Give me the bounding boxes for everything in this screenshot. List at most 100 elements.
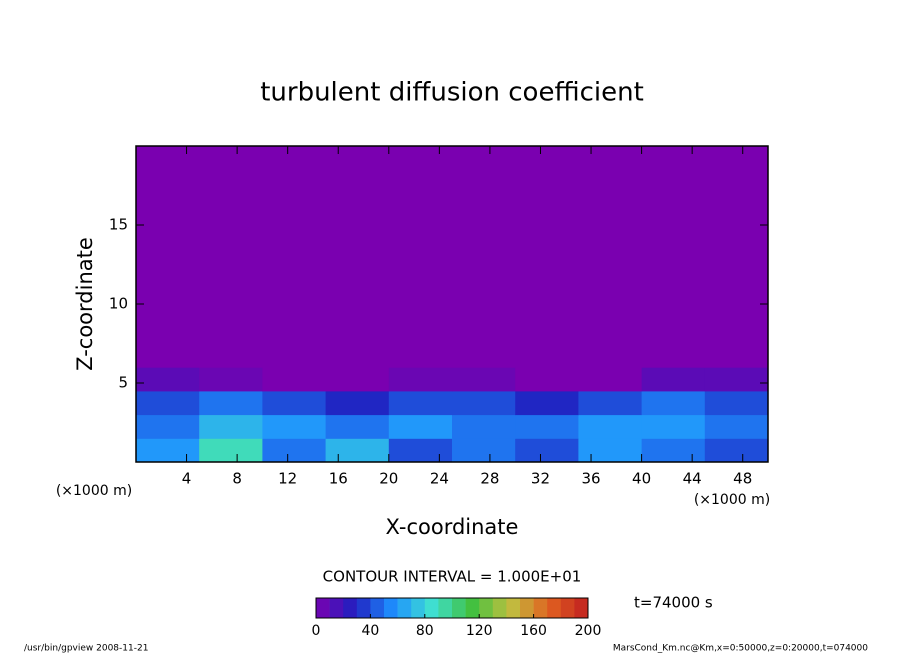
colorbar-segment [356,598,371,618]
colorbar-segment [574,598,589,618]
field-cell [388,367,453,392]
x-tick-label: 48 [733,470,752,488]
x-tick-label: 12 [278,470,297,488]
x-unit: (×1000 m) [56,483,132,499]
field-cell [136,146,200,368]
field-cell [578,438,643,463]
field-cell [452,146,516,368]
footer: /usr/bin/gpview 2008-11-21 [24,644,148,654]
field-cell [704,390,769,416]
colorbar-tick-label: 40 [361,623,379,639]
field-cell [515,438,579,463]
colorbar-segment [384,598,398,618]
y-tick-label: 10 [109,295,128,313]
colorbar-segment [533,598,548,618]
colorbar-tick-label: 160 [520,623,547,639]
field-cell [704,438,769,463]
field-cell [578,146,643,368]
field-cell [136,414,200,439]
field-cell [578,367,643,392]
x-tick-label: 20 [379,470,398,488]
field-cell [325,146,390,368]
y-tick-label: 15 [109,216,128,234]
contour-interval: CONTOUR INTERVAL = 1.000E+01 [323,568,582,586]
colorbar-segment [370,598,385,618]
x-tick-label: 24 [430,470,449,488]
field-cell [388,146,453,368]
field-cell [578,414,643,439]
colorbar-tick-label: 200 [575,623,602,639]
colorbar-segment [329,598,344,618]
field-cell [388,390,453,416]
colorbar-segment [411,598,426,618]
colorbar-tick-label: 80 [416,623,434,639]
x-tick-label: 44 [683,470,702,488]
colorbar-segment [424,598,439,618]
field-cell [452,414,516,439]
colorbar-segment [343,598,358,618]
field-cell [136,390,200,416]
field-cell [325,438,390,463]
field-cell [199,438,263,463]
colorbar-tick-label: 0 [312,623,321,639]
x-axis-label: X-coordinate [386,515,519,539]
colorbar-frame [315,597,589,619]
field-cell [515,390,579,416]
field-cell [199,367,263,392]
chart-title: turbulent diffusion coefficient [260,78,644,108]
x-unit: (×1000 m) [694,492,770,508]
field-cell [262,438,327,463]
x-tick-label: 16 [329,470,348,488]
x-tick-label: 28 [480,470,499,488]
x-tick-label: 40 [632,470,651,488]
colorbar-segment [547,598,562,618]
x-tick-label: 4 [182,470,192,488]
field-cell [452,438,516,463]
field-cell [641,146,706,368]
field-cell [388,438,453,463]
y-axis-label: Z-coordinate [73,237,97,371]
colorbar-segment [465,598,480,618]
field-cell [452,390,516,416]
colorbar-segment [520,598,534,618]
field-cell [199,414,263,439]
field-cell [641,367,706,392]
field-cell [452,367,516,392]
field-cell [262,146,327,368]
colorbar-segment [479,598,494,618]
field-cell [515,367,579,392]
colorbar-segment [506,598,521,618]
field-cell [136,438,200,463]
field-cell [136,367,200,392]
field-cell [641,438,706,463]
colorbar-segment [560,598,575,618]
field-cell [704,367,769,392]
field-cell [578,390,643,416]
field-cell [641,414,706,439]
x-tick-label: 32 [531,470,550,488]
field-cell [199,390,263,416]
colorbar-tick-label: 120 [466,623,493,639]
x-tick-label: 8 [232,470,242,488]
field-cell [262,390,327,416]
colorbar-segment [316,598,330,618]
field-cell [515,146,579,368]
colorbar-segment [452,598,466,618]
field-cell [704,146,769,368]
field-cell [515,414,579,439]
colorbar-segment [438,598,453,618]
time-label: t=74000 s [634,594,713,612]
field-cell [199,146,263,368]
field-cell [704,414,769,439]
y-tick-label: 5 [118,374,128,392]
field-cell [262,414,327,439]
colorbar-segment [397,598,412,618]
x-tick-label: 36 [581,470,600,488]
field-cell [325,414,390,439]
field-cell [641,390,706,416]
field-cell [262,367,327,392]
field-cell [388,414,453,439]
colorbar-segment [492,598,507,618]
field-cell [325,367,390,392]
